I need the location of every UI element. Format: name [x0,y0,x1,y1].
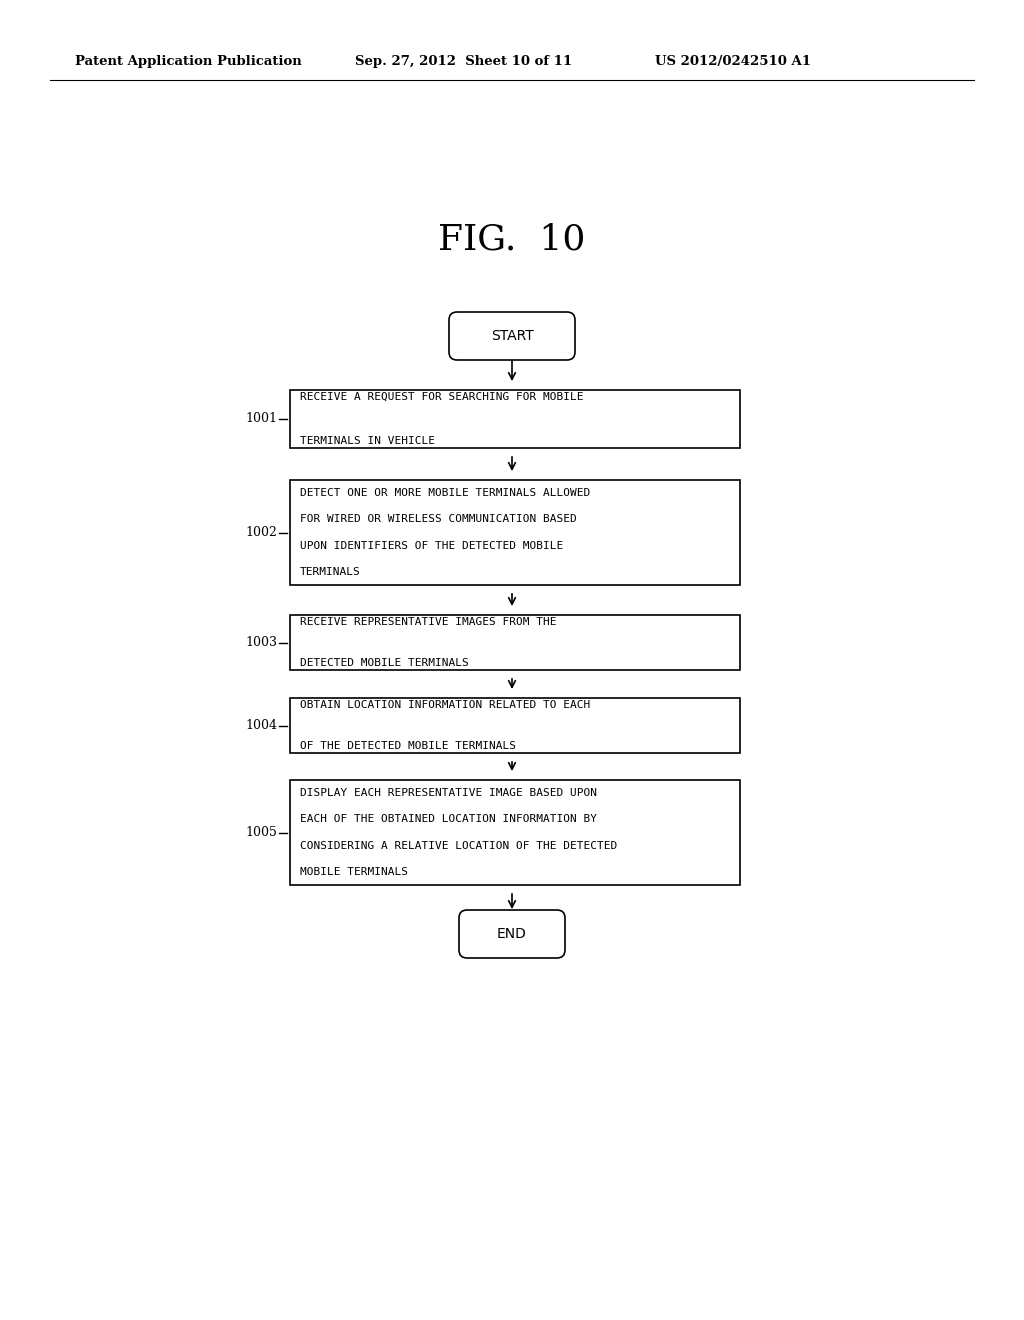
Text: 1004: 1004 [245,719,278,733]
Text: RECEIVE REPRESENTATIVE IMAGES FROM THE: RECEIVE REPRESENTATIVE IMAGES FROM THE [300,616,556,627]
FancyBboxPatch shape [290,389,740,447]
Text: MOBILE TERMINALS: MOBILE TERMINALS [300,867,408,878]
Text: 1001: 1001 [245,412,278,425]
Text: 1003: 1003 [245,636,278,649]
Text: FIG.  10: FIG. 10 [438,223,586,257]
Text: UPON IDENTIFIERS OF THE DETECTED MOBILE: UPON IDENTIFIERS OF THE DETECTED MOBILE [300,541,563,550]
FancyBboxPatch shape [449,312,575,360]
FancyBboxPatch shape [290,480,740,585]
Text: TERMINALS: TERMINALS [300,568,360,577]
Text: OF THE DETECTED MOBILE TERMINALS: OF THE DETECTED MOBILE TERMINALS [300,742,516,751]
FancyBboxPatch shape [459,909,565,958]
FancyBboxPatch shape [290,698,740,752]
Text: CONSIDERING A RELATIVE LOCATION OF THE DETECTED: CONSIDERING A RELATIVE LOCATION OF THE D… [300,841,617,851]
Text: TERMINALS IN VEHICLE: TERMINALS IN VEHICLE [300,436,435,446]
Text: Sep. 27, 2012  Sheet 10 of 11: Sep. 27, 2012 Sheet 10 of 11 [355,55,572,69]
Text: OBTAIN LOCATION INFORMATION RELATED TO EACH: OBTAIN LOCATION INFORMATION RELATED TO E… [300,700,590,710]
Text: DETECTED MOBILE TERMINALS: DETECTED MOBILE TERMINALS [300,659,469,668]
Text: FOR WIRED OR WIRELESS COMMUNICATION BASED: FOR WIRED OR WIRELESS COMMUNICATION BASE… [300,515,577,524]
Text: START: START [490,329,534,343]
Text: 1005: 1005 [245,826,278,840]
Text: Patent Application Publication: Patent Application Publication [75,55,302,69]
FancyBboxPatch shape [290,615,740,671]
FancyBboxPatch shape [290,780,740,884]
Text: RECEIVE A REQUEST FOR SEARCHING FOR MOBILE: RECEIVE A REQUEST FOR SEARCHING FOR MOBI… [300,392,584,403]
Text: END: END [497,927,527,941]
Text: 1002: 1002 [245,525,278,539]
Text: US 2012/0242510 A1: US 2012/0242510 A1 [655,55,811,69]
Text: DISPLAY EACH REPRESENTATIVE IMAGE BASED UPON: DISPLAY EACH REPRESENTATIVE IMAGE BASED … [300,788,597,797]
Text: EACH OF THE OBTAINED LOCATION INFORMATION BY: EACH OF THE OBTAINED LOCATION INFORMATIO… [300,814,597,824]
Text: DETECT ONE OR MORE MOBILE TERMINALS ALLOWED: DETECT ONE OR MORE MOBILE TERMINALS ALLO… [300,487,590,498]
